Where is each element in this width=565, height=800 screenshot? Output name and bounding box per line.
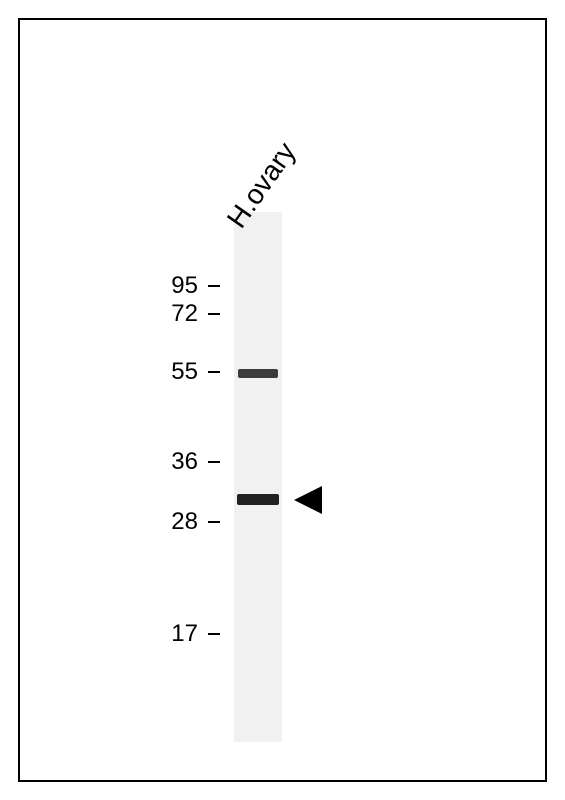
marker-tick xyxy=(208,313,220,315)
marker-tick xyxy=(208,371,220,373)
blot-lane xyxy=(234,212,282,742)
marker-label: 95 xyxy=(138,272,198,300)
marker-tick xyxy=(208,285,220,287)
marker-tick xyxy=(208,461,220,463)
figure-frame: H.ovary 957255362817 xyxy=(18,18,547,782)
western-blot-plot: H.ovary 957255362817 xyxy=(20,20,545,780)
blot-band xyxy=(238,369,278,378)
target-band-arrow xyxy=(294,486,326,523)
marker-tick xyxy=(208,521,220,523)
marker-label: 28 xyxy=(138,508,198,536)
marker-label: 72 xyxy=(138,300,198,328)
marker-label: 36 xyxy=(138,448,198,476)
blot-band xyxy=(237,494,279,505)
marker-label: 55 xyxy=(138,358,198,386)
marker-tick xyxy=(208,633,220,635)
marker-label: 17 xyxy=(138,620,198,648)
